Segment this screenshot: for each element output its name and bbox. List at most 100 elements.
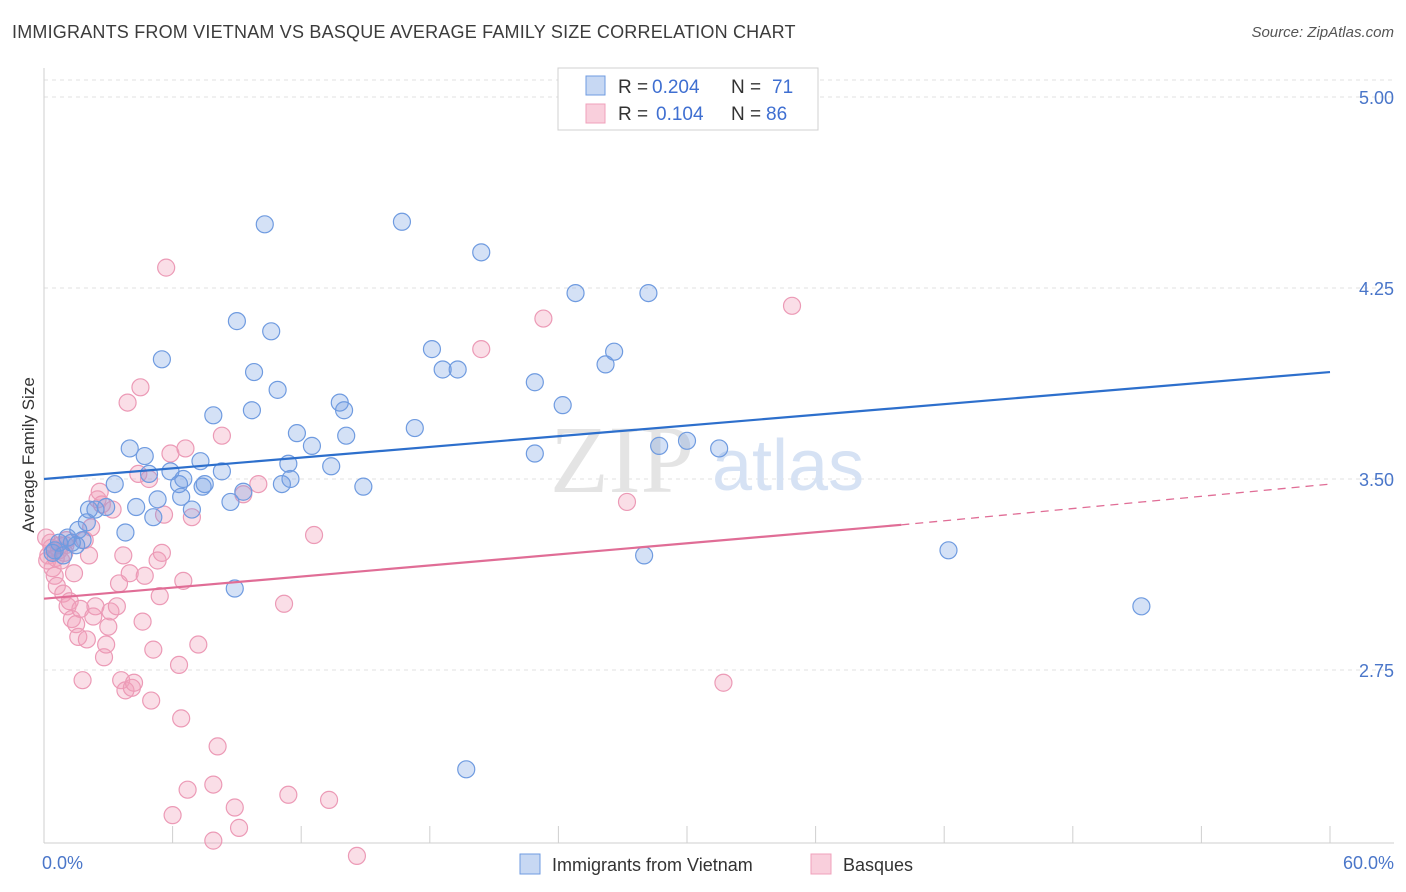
vietnam-point — [710, 439, 729, 458]
legend-swatch-vietnam — [585, 75, 606, 96]
basques-point — [118, 393, 137, 412]
axes — [43, 68, 1394, 844]
basques-point — [208, 737, 227, 756]
basques-point — [229, 818, 249, 837]
vietnam-point — [448, 360, 467, 379]
vietnam-point — [405, 418, 424, 438]
basques-point — [225, 798, 244, 817]
x-tick-label-left: 0.0% — [42, 853, 83, 873]
vietnam-point — [1132, 597, 1151, 616]
legend-r-label-2: R = — [618, 104, 648, 125]
vietnam-point — [939, 541, 958, 560]
vietnam-point — [120, 439, 139, 458]
vietnam-point — [97, 497, 116, 517]
basques-point — [174, 571, 193, 590]
vietnam-point — [334, 401, 354, 420]
vietnam-point — [204, 406, 223, 425]
basques-point — [114, 546, 133, 565]
basques-point — [47, 576, 66, 596]
basques-point — [129, 464, 148, 484]
basques-trend-line — [43, 523, 902, 600]
basques-point — [152, 543, 171, 562]
vietnam-point — [596, 355, 615, 374]
vietnam-point — [635, 546, 654, 565]
bottom-legend-swatch-vietnam — [519, 853, 541, 875]
basques-point — [99, 617, 118, 636]
vietnam-point — [650, 436, 669, 455]
basques-point — [133, 612, 152, 631]
basques-point — [782, 296, 802, 315]
basques-point — [169, 655, 189, 675]
vietnam-point — [43, 543, 62, 562]
basques-point — [534, 309, 553, 328]
y-tick-label-1: 3.50 — [1359, 470, 1394, 490]
watermark-atlas: atlas — [712, 426, 864, 506]
basques-point — [142, 691, 161, 710]
watermark: ZIP atlas — [550, 406, 864, 513]
vietnam-point — [174, 469, 193, 489]
bottom-legend-swatch-basques — [810, 853, 832, 875]
basques-point — [472, 340, 491, 359]
trend-lines — [43, 370, 1331, 600]
vietnam-point — [255, 215, 274, 234]
vietnam-point — [639, 283, 658, 303]
basques-point — [279, 785, 298, 804]
basques-trend-extension — [901, 483, 1331, 526]
vietnam-point — [302, 436, 322, 455]
basques-point — [144, 640, 163, 659]
basques-point — [154, 505, 174, 524]
legend-r-value-1: 0.204 — [652, 77, 700, 98]
vietnam-point — [422, 340, 442, 359]
vietnam-point — [272, 474, 292, 494]
basques-point — [274, 594, 294, 613]
vietnam-point — [54, 546, 73, 565]
vietnam-point — [234, 482, 253, 501]
bottom-legend: Immigrants from Vietnam Basques — [519, 853, 913, 875]
vietnam-point — [281, 469, 300, 489]
basques-point — [157, 258, 176, 277]
bottom-legend-label-basques: Basques — [843, 855, 913, 875]
basques-point — [347, 846, 367, 866]
basques-point — [107, 597, 126, 616]
vietnam-trend-line — [43, 370, 1331, 481]
vietnam-point — [566, 283, 585, 303]
vietnam-point — [392, 212, 412, 231]
vietnam-point — [472, 243, 491, 262]
basques-point — [714, 673, 733, 692]
vietnam-point — [152, 350, 171, 369]
legend-n-label-2: N = — [731, 104, 761, 125]
vietnam-point — [322, 457, 341, 476]
basques-point — [64, 564, 84, 583]
vietnam-point — [73, 531, 92, 550]
legend-r-label-1: R = — [618, 77, 648, 98]
basques-point — [73, 671, 92, 690]
vietnam-point — [242, 401, 262, 420]
vietnam-point — [135, 446, 154, 466]
vietnam-point — [337, 426, 356, 445]
vietnam-point — [127, 497, 146, 517]
vietnam-point — [244, 362, 264, 382]
vietnam-point — [457, 760, 476, 779]
vietnam-point — [225, 579, 244, 598]
legend-n-label-1: N = — [731, 77, 761, 98]
y-tick-label-0: 2.75 — [1359, 661, 1394, 681]
basques-point — [135, 566, 154, 585]
top-legend: R = 0.204 N = 71 R = 0.104 N = 86 — [557, 67, 819, 131]
basques-point — [204, 775, 223, 794]
vietnam-point — [354, 477, 373, 496]
vietnam-point — [227, 312, 246, 331]
vietnam-point — [69, 520, 88, 540]
bottom-legend-label-vietnam: Immigrants from Vietnam — [552, 855, 753, 875]
basques-point — [178, 780, 197, 799]
basques-point — [319, 790, 339, 809]
basques-point — [77, 630, 96, 649]
vietnam-point — [144, 508, 163, 527]
vietnam-point — [525, 373, 544, 392]
vietnam-point — [221, 492, 240, 512]
basques-point — [189, 635, 208, 654]
vietnam-point — [525, 444, 544, 463]
vietnam-point — [433, 360, 452, 379]
basques-point — [163, 806, 182, 825]
vietnam-point — [116, 523, 135, 542]
